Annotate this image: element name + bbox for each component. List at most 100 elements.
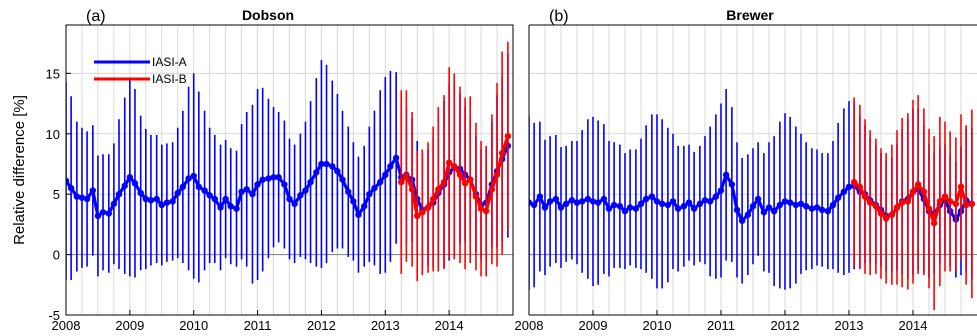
plot-area-b [529, 89, 976, 311]
data-point [568, 197, 576, 204]
data-point [179, 183, 187, 191]
data-point [110, 200, 118, 208]
data-point [174, 189, 181, 197]
data-point [488, 186, 496, 193]
data-point [589, 198, 597, 205]
data-point [259, 176, 266, 183]
data-point [195, 183, 203, 191]
data-point [350, 198, 357, 205]
data-point [637, 200, 645, 208]
data-point [131, 180, 139, 187]
data-point [147, 197, 155, 204]
data-point [664, 201, 672, 209]
data-point [930, 219, 938, 227]
x-tick-label: 2009 [115, 318, 144, 333]
x-tick-label: 2013 [371, 318, 400, 333]
data-point [493, 171, 501, 179]
data-point [968, 200, 976, 208]
data-point [451, 163, 458, 170]
data-point [265, 175, 272, 182]
data-point [765, 204, 773, 211]
data-point [632, 205, 640, 212]
data-point [594, 199, 602, 206]
data-point [552, 195, 560, 203]
data-point [414, 212, 421, 220]
data-point [818, 206, 826, 214]
data-point [760, 209, 768, 216]
data-point [286, 195, 293, 203]
data-point [722, 171, 730, 179]
x-tick-label: 2011 [244, 318, 272, 333]
data-point [962, 201, 970, 209]
data-point [371, 184, 378, 192]
data-point [270, 174, 277, 181]
data-point [408, 186, 416, 193]
data-point [504, 132, 512, 140]
data-point [941, 193, 949, 200]
panel-b: 2008 2009 2010 2011 2012 2013 2014 (b) Brewer [515, 7, 977, 333]
data-point [211, 195, 218, 203]
data-point [728, 181, 736, 188]
y-tick-label: 15 [46, 66, 60, 81]
x-tick-label: 2014 [435, 318, 464, 333]
y-tick-label: 10 [46, 127, 60, 142]
data-point [99, 209, 107, 216]
data-point [840, 188, 848, 195]
data-point [361, 203, 368, 210]
data-point [754, 195, 762, 203]
data-point [238, 188, 245, 195]
data-point [345, 188, 352, 195]
data-point [398, 178, 405, 186]
data-point [89, 187, 97, 194]
data-point [813, 204, 821, 211]
data-point [66, 177, 70, 185]
data-point [115, 190, 123, 198]
data-point [781, 198, 789, 205]
data-point [313, 169, 320, 176]
data-point [249, 190, 256, 198]
data-point [498, 149, 506, 157]
legend: IASI-A IASI-B [94, 55, 187, 86]
data-point [690, 205, 698, 212]
plot-area-a [66, 41, 512, 284]
data-point [403, 172, 410, 180]
x-tick-label: 2008 [515, 318, 544, 333]
data-point [674, 205, 682, 212]
y-tick-label: 0 [53, 248, 60, 263]
data-point [323, 160, 330, 168]
data-point [946, 198, 954, 205]
x-tick-label: 2008 [52, 318, 81, 333]
data-point [653, 198, 661, 205]
data-point [904, 198, 912, 205]
panel-title-a: Dobson [242, 7, 294, 23]
data-point [952, 200, 960, 208]
data-point [744, 211, 752, 218]
data-point [472, 193, 480, 200]
ticks-b: 2008 2009 2010 2011 2012 2013 2014 [515, 310, 927, 333]
legend-label-iasi-a: IASI-A [152, 55, 187, 69]
data-point [626, 204, 634, 211]
data-point [797, 200, 805, 208]
data-point [73, 193, 81, 200]
data-point [440, 178, 448, 186]
y-tick-label: 5 [53, 187, 60, 202]
data-point [536, 193, 544, 200]
axes-frame-a [65, 24, 514, 316]
data-point [834, 194, 842, 201]
data-point [685, 199, 693, 206]
data-point [680, 203, 688, 210]
data-point [621, 207, 629, 215]
data-point [392, 154, 400, 162]
ticks-a: 2008 2009 2010 2011 2012 2013 2014 -5 0 5 10 15 [46, 66, 464, 333]
data-point [163, 199, 171, 206]
data-point [605, 205, 613, 212]
data-point [546, 198, 554, 205]
data-point [749, 203, 757, 210]
data-point [541, 204, 549, 211]
data-point [802, 203, 810, 210]
data-point [169, 198, 176, 205]
data-point [856, 183, 864, 191]
data-point [600, 195, 608, 203]
data-point [254, 181, 261, 188]
